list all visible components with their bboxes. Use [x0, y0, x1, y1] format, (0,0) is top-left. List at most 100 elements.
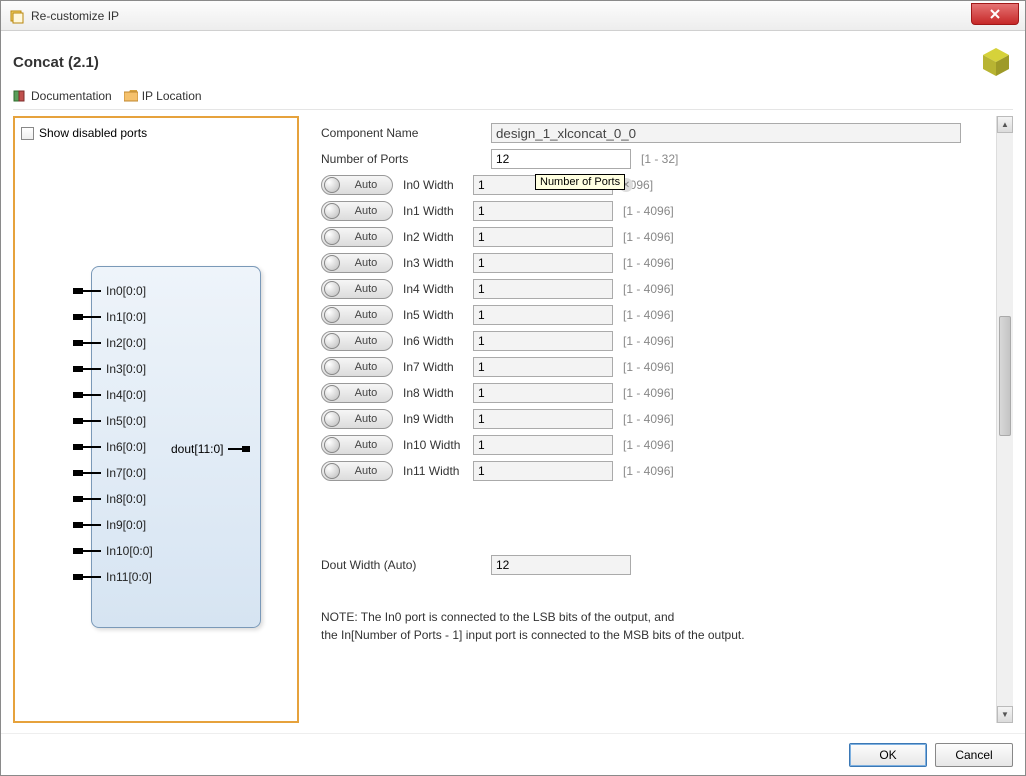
- width-row: AutoIn3 Width[1 - 4096]: [321, 250, 990, 276]
- width-input[interactable]: [473, 435, 613, 455]
- port-stub: [83, 472, 101, 474]
- cancel-button[interactable]: Cancel: [935, 743, 1013, 767]
- main-row: Show disabled ports In0[0:0]In1[0:0]In2[…: [13, 116, 1013, 723]
- width-label: In8 Width: [403, 386, 473, 400]
- input-port: In11[0:0]: [73, 570, 152, 584]
- scroll-up-button[interactable]: ▲: [997, 116, 1013, 133]
- input-port-label: In9[0:0]: [106, 518, 146, 532]
- port-stub-end: [73, 470, 83, 476]
- width-row: AutoIn2 Width[1 - 4096]: [321, 224, 990, 250]
- port-stub-end: [242, 446, 250, 452]
- input-port: In4[0:0]: [73, 388, 146, 402]
- auto-toggle[interactable]: Auto: [321, 357, 393, 377]
- book-icon: [13, 89, 27, 103]
- auto-label: Auto: [340, 335, 392, 347]
- port-stub-end: [73, 366, 83, 372]
- auto-toggle[interactable]: Auto: [321, 331, 393, 351]
- show-disabled-row[interactable]: Show disabled ports: [21, 124, 291, 146]
- width-hint: [1 - 4096]: [623, 386, 674, 400]
- block-preview-panel: Show disabled ports In0[0:0]In1[0:0]In2[…: [13, 116, 299, 723]
- auto-toggle[interactable]: Auto: [321, 253, 393, 273]
- port-stub: [83, 290, 101, 292]
- folder-icon: [124, 90, 138, 102]
- toggle-knob: [324, 255, 340, 271]
- toggle-knob: [324, 229, 340, 245]
- documentation-label: Documentation: [31, 89, 112, 103]
- auto-toggle[interactable]: Auto: [321, 279, 393, 299]
- auto-label: Auto: [340, 231, 392, 243]
- scroll-down-button[interactable]: ▼: [997, 706, 1013, 723]
- width-row: AutoIn11 Width[1 - 4096]: [321, 458, 990, 484]
- component-name-input[interactable]: [491, 123, 961, 143]
- auto-label: Auto: [340, 309, 392, 321]
- port-stub-end: [73, 574, 83, 580]
- port-stub-end: [73, 496, 83, 502]
- scroll-thumb[interactable]: [999, 316, 1011, 436]
- input-port-label: In3[0:0]: [106, 362, 146, 376]
- documentation-link[interactable]: Documentation: [13, 89, 112, 103]
- input-port-label: In8[0:0]: [106, 492, 146, 506]
- auto-toggle[interactable]: Auto: [321, 461, 393, 481]
- auto-toggle[interactable]: Auto: [321, 227, 393, 247]
- width-input[interactable]: [473, 409, 613, 429]
- close-button[interactable]: [971, 3, 1019, 25]
- width-input[interactable]: [473, 357, 613, 377]
- input-port: In5[0:0]: [73, 414, 146, 428]
- width-label: In4 Width: [403, 282, 473, 296]
- port-stub: [83, 394, 101, 396]
- vendor-logo: [979, 45, 1013, 79]
- input-port: In7[0:0]: [73, 466, 146, 480]
- width-input[interactable]: [473, 279, 613, 299]
- tooltip: Number of Ports: [535, 174, 625, 190]
- dout-width-input[interactable]: [491, 555, 631, 575]
- width-hint: [1 - 4096]: [623, 334, 674, 348]
- auto-label: Auto: [340, 205, 392, 217]
- width-input[interactable]: [473, 331, 613, 351]
- toggle-knob: [324, 359, 340, 375]
- width-input[interactable]: [473, 461, 613, 481]
- width-hint: [1 - 4096]: [623, 464, 674, 478]
- note-text: NOTE: The In0 port is connected to the L…: [321, 608, 990, 644]
- port-stub: [83, 342, 101, 344]
- width-hint: [1 - 4096]: [623, 438, 674, 452]
- width-hint: [1 - 4096]: [623, 360, 674, 374]
- input-port-label: In5[0:0]: [106, 414, 146, 428]
- width-input[interactable]: [473, 201, 613, 221]
- num-ports-input[interactable]: [491, 149, 631, 169]
- width-row: AutoIn5 Width[1 - 4096]: [321, 302, 990, 328]
- input-port: In10[0:0]: [73, 544, 153, 558]
- width-row: AutoIn4 Width[1 - 4096]: [321, 276, 990, 302]
- width-label: In7 Width: [403, 360, 473, 374]
- dialog-window: Re-customize IP Concat (2.1): [0, 0, 1026, 776]
- port-stub-end: [73, 288, 83, 294]
- output-port-label: dout[11:0]: [171, 442, 224, 456]
- port-stub: [83, 498, 101, 500]
- width-input[interactable]: [473, 253, 613, 273]
- width-label: In6 Width: [403, 334, 473, 348]
- input-port: In1[0:0]: [73, 310, 146, 324]
- width-input[interactable]: [473, 227, 613, 247]
- port-stub: [83, 316, 101, 318]
- auto-toggle[interactable]: Auto: [321, 409, 393, 429]
- auto-toggle[interactable]: Auto: [321, 175, 393, 195]
- width-hint: [1 - 4096]: [623, 204, 674, 218]
- auto-toggle[interactable]: Auto: [321, 201, 393, 221]
- ok-button[interactable]: OK: [849, 743, 927, 767]
- auto-toggle[interactable]: Auto: [321, 305, 393, 325]
- width-input[interactable]: [473, 305, 613, 325]
- toggle-knob: [324, 463, 340, 479]
- toggle-knob: [324, 281, 340, 297]
- port-stub-end: [73, 522, 83, 528]
- scrollbar[interactable]: ▲ ▼: [996, 116, 1013, 723]
- component-name-label: Component Name: [321, 126, 491, 140]
- auto-toggle[interactable]: Auto: [321, 383, 393, 403]
- footer: OK Cancel: [1, 733, 1025, 775]
- show-disabled-checkbox[interactable]: [21, 127, 34, 140]
- ip-location-link[interactable]: IP Location: [124, 89, 202, 103]
- auto-toggle[interactable]: Auto: [321, 435, 393, 455]
- input-port-label: In10[0:0]: [106, 544, 153, 558]
- width-input[interactable]: [473, 383, 613, 403]
- toggle-knob: [324, 385, 340, 401]
- width-hint: [1 - 4096]: [623, 230, 674, 244]
- width-row: AutoIn9 Width[1 - 4096]: [321, 406, 990, 432]
